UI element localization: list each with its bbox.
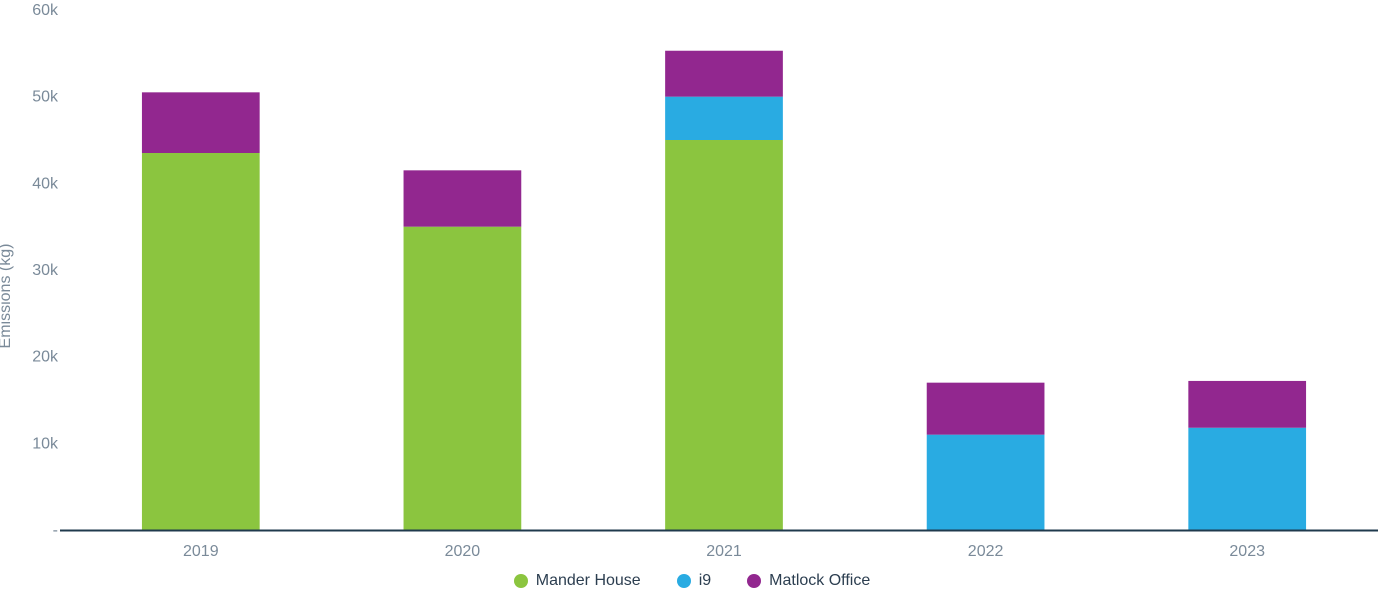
bar-segment[interactable] (404, 170, 522, 226)
y-tick-label: 30k (32, 262, 59, 279)
y-tick-label: 40k (32, 175, 59, 192)
bar-segment[interactable] (665, 51, 783, 97)
x-tick-label: 2023 (1229, 543, 1265, 560)
bar-segment[interactable] (665, 140, 783, 530)
bar-segment[interactable] (142, 92, 260, 153)
legend: Mander House i9 Matlock Office (0, 572, 1384, 590)
x-tick-label: 2019 (183, 543, 219, 560)
legend-label: Matlock Office (769, 572, 870, 590)
legend-label: i9 (699, 572, 711, 590)
bar-segment[interactable] (1188, 428, 1306, 530)
bar-segment[interactable] (927, 383, 1045, 435)
bar-segment[interactable] (404, 227, 522, 530)
y-tick-label: 10k (32, 435, 59, 452)
legend-label: Mander House (536, 572, 641, 590)
bar-segment[interactable] (142, 153, 260, 530)
legend-item-mander-house[interactable]: Mander House (514, 572, 641, 590)
y-tick-label: 20k (32, 349, 59, 366)
bar-segment[interactable] (1188, 381, 1306, 428)
legend-swatch (514, 574, 528, 588)
legend-item-matlock-office[interactable]: Matlock Office (747, 572, 870, 590)
bar-segment[interactable] (927, 435, 1045, 530)
x-tick-label: 2020 (445, 543, 481, 560)
bar-segment[interactable] (665, 97, 783, 140)
legend-swatch (677, 574, 691, 588)
legend-swatch (747, 574, 761, 588)
x-tick-label: 2021 (706, 543, 742, 560)
y-axis-label: Emissions (kg) (0, 244, 15, 349)
x-tick-label: 2022 (968, 543, 1004, 560)
chart-plot: - 10k 20k 30k 40k 50k 60k 2019 2020 2021 2022 2023 (0, 0, 1384, 565)
y-tick-label: - (53, 522, 58, 539)
emissions-chart: Emissions (kg) - 10k 20k 30k 40k 50k 60k 2019 20… (0, 0, 1384, 592)
y-tick-label: 50k (32, 89, 59, 106)
legend-item-i9[interactable]: i9 (677, 572, 711, 590)
y-tick-label: 60k (32, 2, 59, 19)
